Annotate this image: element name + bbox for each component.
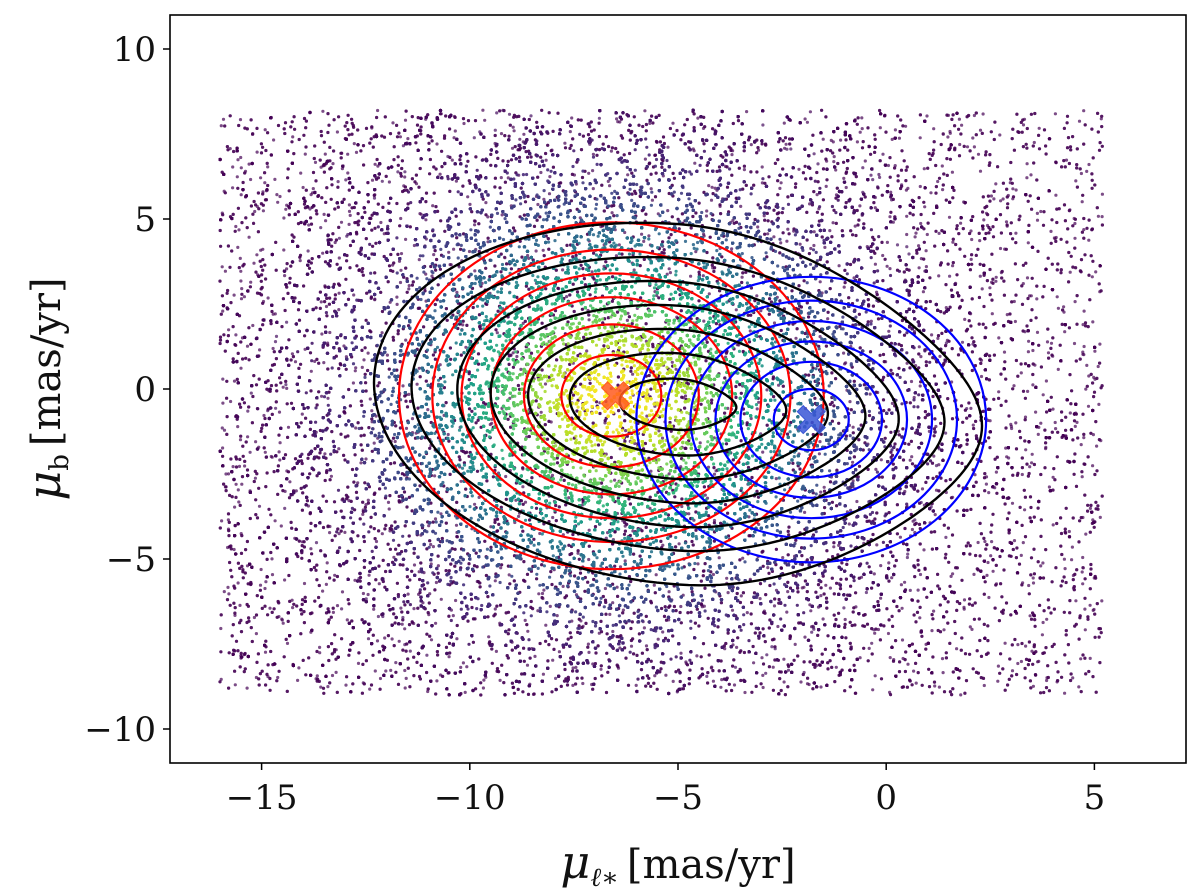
proper-motion-chart: −15 −10 −5 0 51050−5−10 μℓ∗ [mas/yr] μb[mas/y… <box>0 0 1200 896</box>
